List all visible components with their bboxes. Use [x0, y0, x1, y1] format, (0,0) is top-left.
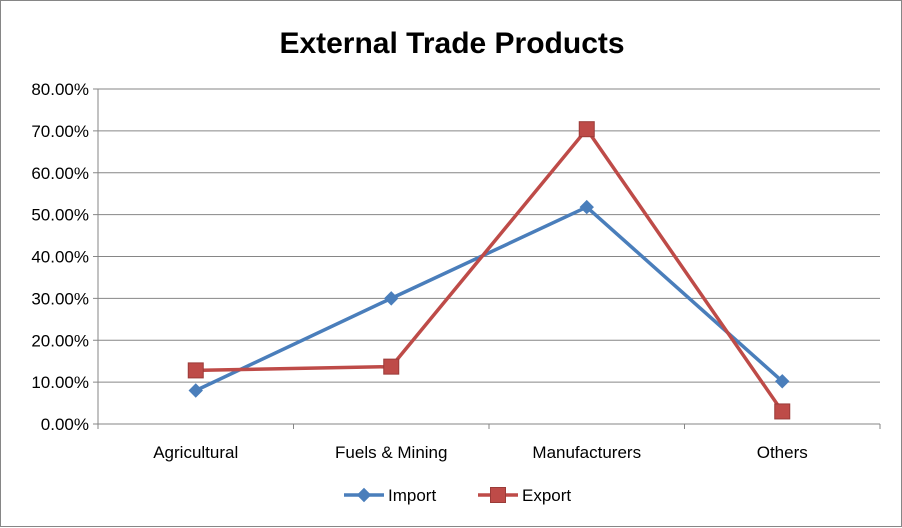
x-tick-label: Fuels & Mining — [335, 443, 447, 462]
x-axis: Agricultural Fuels & Mining Manufacturers O… — [97, 423, 881, 462]
x-tick-label: Agricultural — [153, 443, 238, 462]
legend-label-import: Import — [388, 486, 436, 505]
legend: Import Export — [344, 486, 571, 505]
y-tick-label: 60.00% — [31, 164, 89, 183]
series-line-import — [195, 205, 784, 393]
x-tick-label: Manufacturers — [532, 443, 641, 462]
y-tick-label: 30.00% — [31, 289, 89, 308]
y-tick-label: 0.00% — [41, 415, 89, 434]
legend-label-export: Export — [522, 486, 571, 505]
data-point-import — [384, 291, 399, 306]
y-tick-label: 20.00% — [31, 331, 89, 350]
y-tick-label: 80.00% — [31, 80, 89, 99]
data-point-export — [383, 358, 400, 375]
y-tick-label: 40.00% — [31, 248, 89, 267]
data-point-export — [578, 121, 595, 138]
y-axis: 0.00% 10.00% 20.00% 30.00% 40.00% 50.00% 60.00… — [31, 80, 99, 434]
y-tick-label: 10.00% — [31, 373, 89, 392]
data-point-import — [775, 374, 790, 389]
series-line-export — [195, 127, 784, 413]
legend-marker-export — [490, 487, 506, 503]
data-point-import — [579, 199, 594, 215]
series-group — [187, 121, 791, 420]
y-tick-label: 50.00% — [31, 206, 89, 225]
legend-marker-import — [356, 487, 372, 503]
data-point-export — [187, 362, 204, 379]
y-tick-label: 70.00% — [31, 122, 89, 141]
gridlines — [98, 88, 880, 383]
data-point-import — [188, 383, 203, 398]
chart-title: External Trade Products — [279, 27, 624, 60]
data-point-export — [774, 403, 791, 420]
x-tick-label: Others — [757, 443, 808, 462]
